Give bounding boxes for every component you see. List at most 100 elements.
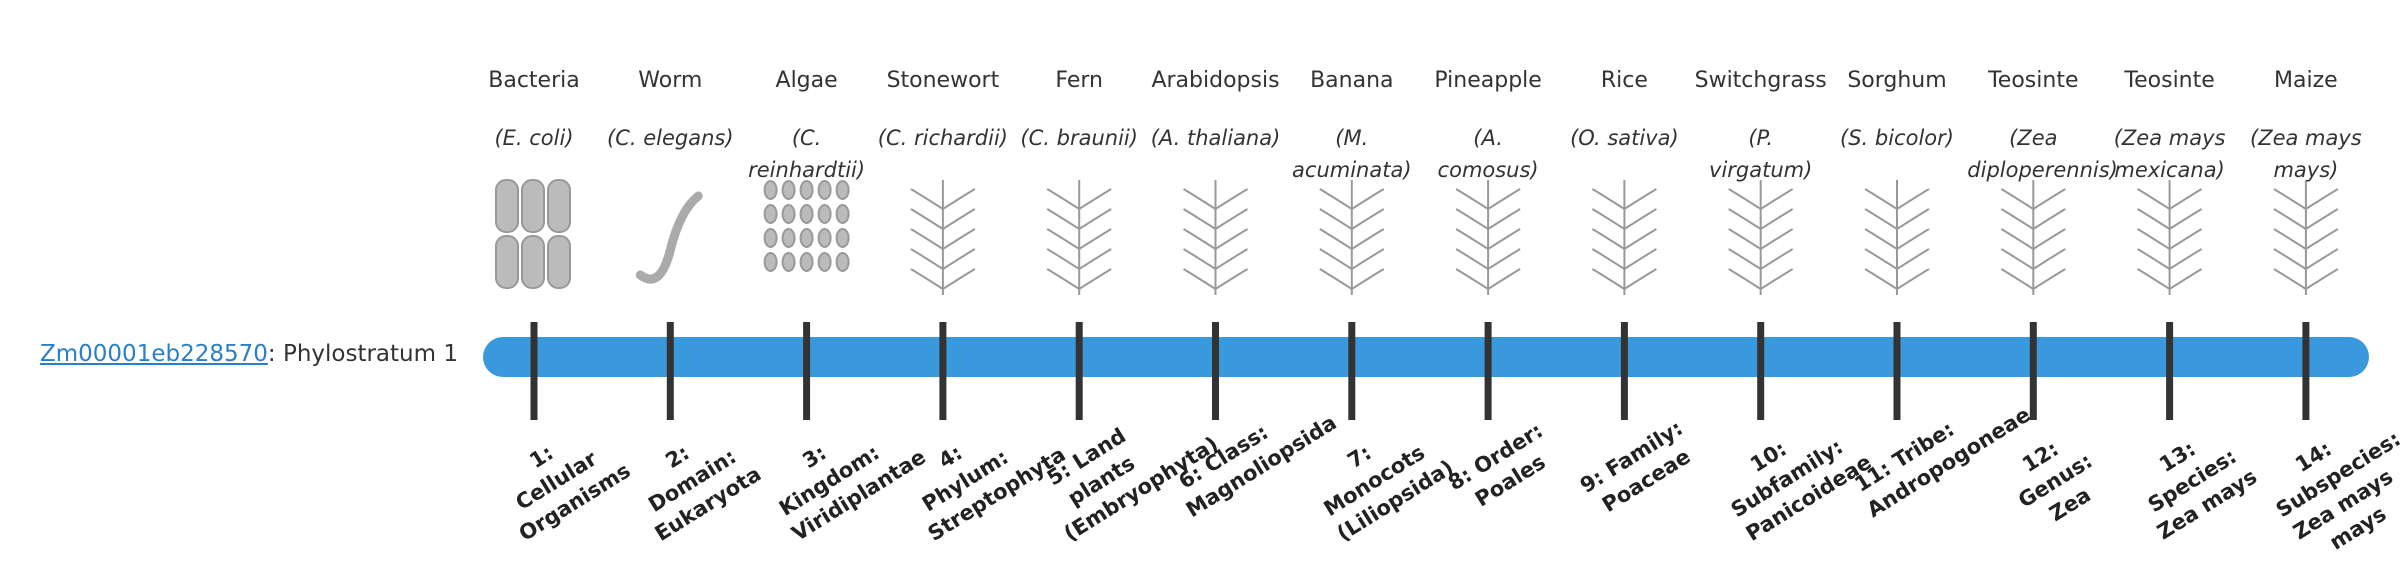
icon-part — [1760, 188, 1794, 210]
icon-part — [763, 252, 778, 272]
icon-part — [1182, 268, 1217, 290]
icon-part — [1591, 248, 1625, 270]
icon-part — [2137, 188, 2171, 210]
icon-part — [1760, 248, 1794, 270]
icon-part — [1487, 228, 1521, 250]
icon-part — [1455, 208, 1489, 230]
icon-part — [2305, 248, 2339, 270]
icon-part — [781, 252, 796, 272]
icon-part — [2032, 268, 2066, 290]
organism-name: Arabidopsis — [1151, 68, 1280, 93]
icon-part — [2169, 208, 2203, 230]
icon-part — [2305, 228, 2339, 250]
organism-icon — [1728, 180, 1794, 295]
gene-link[interactable]: Zm00001eb228570 — [40, 341, 268, 367]
icon-part — [942, 268, 976, 290]
organism-icon — [2273, 180, 2339, 295]
organism-species: (O. sativa) — [1570, 126, 1679, 150]
icon-part — [1182, 228, 1217, 250]
organism-icon — [2000, 180, 2066, 295]
icon-part — [1078, 228, 1112, 250]
organism-icon — [1455, 180, 1521, 295]
organism-name: Switchgrass — [1694, 68, 1827, 93]
organism-species: (M. acuminata) — [1292, 126, 1412, 182]
icon-part — [1623, 268, 1657, 290]
icon-part — [1351, 188, 1385, 210]
icon-part — [2273, 248, 2307, 270]
icon-part — [1487, 248, 1521, 270]
icon-part — [2169, 268, 2203, 290]
organism-icon — [495, 179, 571, 289]
organism-species: (A. thaliana) — [1150, 126, 1281, 150]
organism-icon — [1864, 180, 1930, 295]
organism-species: (Zea mays mexicana) — [2113, 126, 2226, 182]
icon-part — [2273, 268, 2307, 290]
icon-part — [635, 191, 703, 284]
stratum-text: : Phylostratum 1 — [267, 341, 458, 367]
icon-part — [1487, 268, 1521, 290]
icon-part — [1046, 208, 1080, 230]
icon-part — [1078, 268, 1112, 290]
organism-name: Sorghum — [1847, 68, 1947, 93]
icon-part — [2273, 228, 2307, 250]
organism-species: (E. coli) — [494, 126, 574, 150]
icon-part — [835, 228, 850, 248]
icon-part — [1896, 188, 1930, 210]
icon-part — [2032, 248, 2066, 270]
icon-part — [1319, 188, 1353, 210]
icon-part — [2273, 208, 2307, 230]
icon-part — [817, 180, 832, 200]
icon-part — [1760, 208, 1794, 230]
icon-part — [1351, 248, 1385, 270]
icon-part — [763, 228, 778, 248]
icon-part — [799, 204, 814, 224]
icon-part — [1214, 248, 1249, 270]
organism-species: (C. reinhardtii) — [748, 126, 866, 182]
icon-part — [942, 208, 976, 230]
organism-species: (S. bicolor) — [1840, 126, 1954, 150]
icon-part — [799, 180, 814, 200]
icon-part — [1487, 208, 1521, 230]
icon-part — [547, 179, 571, 233]
organism-name: Worm — [638, 68, 703, 93]
icon-part — [1591, 268, 1625, 290]
organism-name: Stonewort — [886, 68, 1000, 93]
icon-part — [1455, 188, 1489, 210]
icon-part — [1623, 208, 1657, 230]
organism-species: (P. virgatum) — [1709, 126, 1813, 182]
icon-part — [1728, 248, 1762, 270]
icon-part — [1214, 208, 1249, 230]
icon-part — [1351, 228, 1385, 250]
organism-species: (A. comosus) — [1437, 126, 1539, 182]
icon-part — [2137, 248, 2171, 270]
icons — [495, 179, 2339, 295]
organism-icon — [635, 191, 703, 284]
icon-part — [1455, 248, 1489, 270]
icon-part — [1896, 268, 1930, 290]
organism-species: (Zea mays mays) — [2250, 126, 2362, 182]
icon-part — [2000, 228, 2034, 250]
icon-part — [2137, 268, 2171, 290]
icon-part — [1182, 248, 1217, 270]
icon-part — [2273, 188, 2307, 210]
icon-part — [781, 228, 796, 248]
icon-part — [1214, 268, 1249, 290]
icon-part — [1455, 228, 1489, 250]
icon-part — [1864, 228, 1898, 250]
icon-part — [1078, 188, 1112, 210]
icon-part — [1182, 188, 1217, 210]
icon-part — [1623, 248, 1657, 270]
organism-name: Teosinte — [2124, 68, 2215, 93]
organism-name: Rice — [1600, 68, 1648, 93]
icon-part — [1319, 248, 1353, 270]
icon-part — [1728, 228, 1762, 250]
icon-part — [2305, 268, 2339, 290]
icon-part — [910, 188, 944, 210]
icon-part — [1864, 248, 1898, 270]
icon-part — [1487, 188, 1521, 210]
organism-species: (Zea diploperennis) — [1967, 126, 2118, 182]
organism-name: Fern — [1055, 68, 1103, 93]
icon-part — [495, 235, 519, 289]
